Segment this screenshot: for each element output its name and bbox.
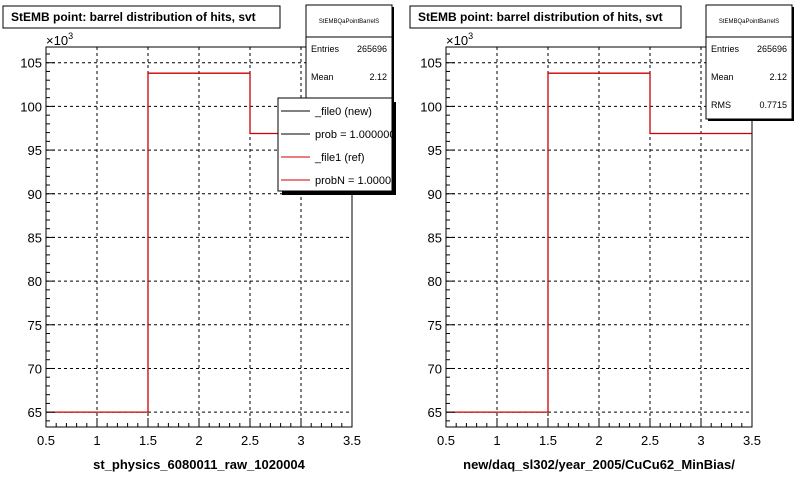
x-tick-label: 3.5 [343, 433, 361, 448]
x-tick-label: 2.5 [641, 433, 659, 448]
y-tick-label: 85 [28, 230, 42, 245]
y-tick-label: 95 [428, 143, 442, 158]
y-tick-label: 80 [428, 274, 442, 289]
legend-entry-label: _file0 (new) [314, 106, 372, 118]
y-tick-label: 90 [28, 187, 42, 202]
y-tick-label: 100 [420, 99, 442, 114]
stats-label: Mean [711, 72, 734, 82]
y-tick-label: 90 [428, 187, 442, 202]
stats-label: Mean [311, 72, 334, 82]
y-tick-label: 75 [428, 318, 442, 333]
stats-label: RMS [711, 100, 731, 110]
stats-name: StEMBQaPointBarrelS [319, 19, 379, 25]
x-tick-label: 0.5 [437, 433, 455, 448]
stats-label: Entries [311, 44, 340, 54]
stats-label: Entries [711, 44, 740, 54]
y-tick-label: 75 [28, 318, 42, 333]
x-tick-label: 2.5 [241, 433, 259, 448]
chart-title: StEMB point: barrel distribution of hits… [418, 10, 663, 24]
legend-entry-label: prob = 1.000000 [315, 129, 395, 141]
legend-box [277, 97, 393, 192]
x-tick-label: 2 [595, 433, 602, 448]
y-axis-exponent: ×103 [46, 31, 73, 48]
x-tick-label: 2 [195, 433, 202, 448]
x-axis-label: new/daq_sl302/year_2005/CuCu62_MinBias/ [463, 457, 735, 472]
legend-entry-label: _file1 (ref) [314, 152, 365, 164]
stats-value: 265696 [757, 44, 787, 54]
title-box [409, 5, 682, 29]
y-tick-label: 85 [428, 230, 442, 245]
left-histogram-panel: 0.5 1 1.5 2 2.5 3 3.5 65 70 75 80 85 90 95 100 105 ×103 s… [2, 4, 403, 472]
y-tick-label: 100 [20, 99, 42, 114]
x-tick-label: 1.5 [539, 433, 557, 448]
x-tick-label: 1.5 [139, 433, 157, 448]
y-tick-label: 70 [28, 361, 42, 376]
y-axis-exponent: ×103 [446, 31, 473, 48]
y-tick-label: 65 [28, 405, 42, 420]
histogram-series-line [46, 72, 352, 413]
y-tick-label: 95 [28, 143, 42, 158]
y-tick-label: 105 [20, 56, 42, 71]
stats-value: 2.12 [369, 72, 387, 82]
right-histogram-panel: 0.5 1 1.5 2 2.5 3 3.5 65 70 75 80 85 90 95 100 105 ×103 n… [409, 4, 794, 472]
legend-entries: _file0 (new) prob = 1.000000 _file1 (ref) p… [281, 106, 403, 187]
histogram-series-line [446, 72, 752, 413]
y-tick-label: 70 [428, 361, 442, 376]
y-tick-label: 65 [428, 405, 442, 420]
title-box [2, 5, 281, 29]
stats-box [705, 4, 793, 120]
x-tick-label: 3 [697, 433, 704, 448]
x-axis-label: st_physics_6080011_raw_1020004 [93, 457, 306, 472]
x-tick-label: 0.5 [37, 433, 55, 448]
x-tick-label: 3.5 [743, 433, 761, 448]
chart-title: StEMB point: barrel distribution of hits… [11, 10, 256, 24]
legend-entry-label: probN = 1.000000 [315, 175, 403, 187]
x-tick-label: 3 [297, 433, 304, 448]
stats-name: StEMBQaPointBarrelS [719, 19, 779, 25]
stats-value: 2.12 [769, 72, 787, 82]
x-tick-label: 1 [493, 433, 500, 448]
stats-value: 0.7715 [759, 100, 787, 110]
stats-value: 265696 [357, 44, 387, 54]
y-tick-label: 80 [28, 274, 42, 289]
y-tick-label: 105 [420, 56, 442, 71]
x-tick-label: 1 [93, 433, 100, 448]
